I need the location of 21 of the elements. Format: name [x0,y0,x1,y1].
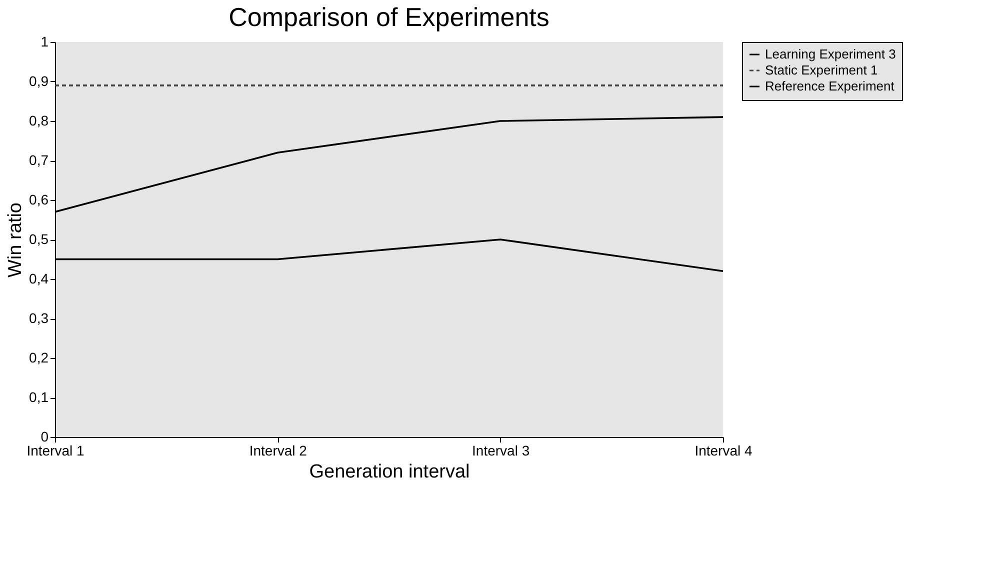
legend-label: Learning Experiment 3 [765,46,896,62]
x-tick-label: Interval 4 [694,442,753,458]
y-axis-title: Win ratio [5,202,26,278]
y-tick-label: 0,9 [29,73,49,89]
legend-label: Static Experiment 1 [765,62,878,78]
y-tick-label: 0,6 [29,192,49,208]
y-tick-label: 0,3 [29,310,49,326]
chart-title: Comparison of Experiments [228,2,550,32]
y-tick-label: 0,4 [29,270,49,286]
y-tick-label: 0,1 [29,389,49,405]
x-axis-title: Generation interval [309,462,470,482]
y-tick-label: 1 [40,34,49,50]
y-tick-label: 0,5 [29,231,49,247]
legend-label: Reference Experiment [765,78,895,94]
y-tick-label: 0 [40,428,49,444]
x-tick-label: Interval 2 [249,442,308,458]
y-tick-label: 0,2 [29,350,49,366]
x-tick-label: Interval 3 [472,442,530,458]
y-tick-label: 0,8 [29,112,49,128]
y-tick-label: 0,7 [29,152,49,168]
x-tick-label: Interval 1 [26,442,85,458]
